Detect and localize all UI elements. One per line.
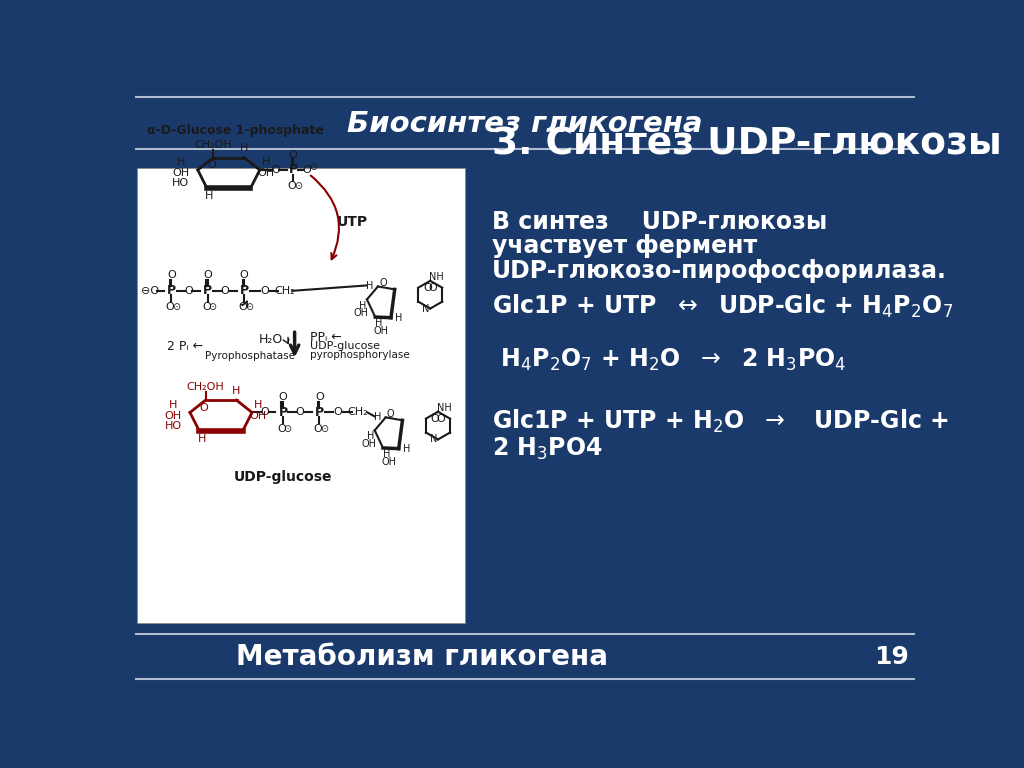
Text: NH: NH xyxy=(437,403,452,413)
Text: OH: OH xyxy=(172,168,189,178)
Text: O: O xyxy=(334,408,342,418)
Text: O: O xyxy=(279,392,288,402)
Text: H: H xyxy=(376,318,383,328)
Text: O: O xyxy=(202,302,211,312)
Text: O: O xyxy=(287,181,296,191)
Text: UDP-glucose: UDP-glucose xyxy=(310,341,380,351)
Text: O: O xyxy=(431,414,439,424)
Text: CH₂OH: CH₂OH xyxy=(186,382,224,392)
Text: O: O xyxy=(220,286,229,296)
Bar xyxy=(137,167,465,624)
Text: O: O xyxy=(271,165,280,175)
Text: N: N xyxy=(430,435,437,445)
Text: P: P xyxy=(314,406,324,419)
Text: α-D-Glucose 1-phosphate: α-D-Glucose 1-phosphate xyxy=(147,124,325,137)
Text: O: O xyxy=(167,270,176,280)
Text: OH: OH xyxy=(382,457,396,467)
Text: O: O xyxy=(315,392,324,402)
Text: UDP-глюкозо-пирофосфорилаза.: UDP-глюкозо-пирофосфорилаза. xyxy=(493,259,947,283)
Text: H: H xyxy=(374,412,382,422)
Text: ⊙: ⊙ xyxy=(284,424,292,434)
Text: P: P xyxy=(203,284,212,297)
Text: ⊙: ⊙ xyxy=(294,181,302,191)
Text: O: O xyxy=(289,150,297,160)
Text: O: O xyxy=(387,409,394,419)
Text: H: H xyxy=(205,191,214,201)
Text: ⊙: ⊙ xyxy=(245,302,253,312)
Text: O: O xyxy=(260,286,268,296)
Text: OH: OH xyxy=(353,308,369,318)
Text: ⊙: ⊙ xyxy=(309,162,317,172)
Text: 3. Синтез UDP-глюкозы: 3. Синтез UDP-глюкозы xyxy=(493,127,1002,163)
Text: ⊙: ⊙ xyxy=(209,302,216,312)
Text: UDP-glucose: UDP-glucose xyxy=(233,470,332,484)
Text: HO: HO xyxy=(172,178,189,188)
Text: PPᵢ ←: PPᵢ ← xyxy=(310,330,342,343)
Text: H: H xyxy=(383,449,390,459)
Text: H: H xyxy=(232,386,241,396)
Text: pyrophosphorylase: pyrophosphorylase xyxy=(310,349,410,359)
Text: O: O xyxy=(240,270,249,280)
Text: O: O xyxy=(423,283,432,293)
Text: H: H xyxy=(176,157,185,167)
Text: O: O xyxy=(184,286,193,296)
Text: HO: HO xyxy=(165,421,181,431)
Text: O: O xyxy=(261,408,269,418)
Text: O: O xyxy=(379,278,387,288)
Text: OH: OH xyxy=(165,411,181,421)
Text: OH: OH xyxy=(361,439,376,449)
Text: ⊙: ⊙ xyxy=(172,302,180,312)
Text: H₂O: H₂O xyxy=(259,333,283,346)
Text: O: O xyxy=(207,161,216,170)
Text: O: O xyxy=(166,302,174,312)
Text: H: H xyxy=(395,313,402,323)
Text: Метаболизм гликогена: Метаболизм гликогена xyxy=(237,644,608,671)
Text: 19: 19 xyxy=(873,645,909,670)
Text: O: O xyxy=(239,302,247,312)
Text: O: O xyxy=(200,403,208,413)
Text: O: O xyxy=(303,165,311,175)
Text: OH: OH xyxy=(257,168,274,178)
Text: UTP: UTP xyxy=(337,214,369,229)
Text: OH: OH xyxy=(250,411,267,421)
Text: Glc1P + UTP + H$_2$O  $\rightarrow$   UDP-Glc +: Glc1P + UTP + H$_2$O $\rightarrow$ UDP-G… xyxy=(493,408,949,435)
Text: Pyrophosphatase: Pyrophosphatase xyxy=(206,351,296,361)
Text: O: O xyxy=(429,283,437,293)
Text: участвует фермент: участвует фермент xyxy=(493,234,758,258)
Text: P: P xyxy=(279,406,288,419)
Text: H: H xyxy=(240,144,249,154)
Text: CH₂OH: CH₂OH xyxy=(195,140,232,150)
Text: P: P xyxy=(289,164,298,177)
Text: Glc1P + UTP  $\leftrightarrow$  UDP-Glc + H$_4$P$_2$O$_7$: Glc1P + UTP $\leftrightarrow$ UDP-Glc + … xyxy=(493,293,953,319)
Text: 2 Pᵢ ←: 2 Pᵢ ← xyxy=(167,339,203,353)
Text: H: H xyxy=(198,434,206,444)
Text: P: P xyxy=(240,284,249,297)
Text: O: O xyxy=(296,408,304,418)
Text: 2 H$_3$PO4: 2 H$_3$PO4 xyxy=(493,435,603,462)
Text: В синтез    UDP-глюкозы: В синтез UDP-глюкозы xyxy=(493,210,827,233)
Text: H: H xyxy=(367,281,374,291)
Text: CH₂: CH₂ xyxy=(348,408,369,418)
Text: H: H xyxy=(402,444,411,454)
Text: H: H xyxy=(254,400,262,410)
Text: NH: NH xyxy=(429,272,443,282)
Text: O: O xyxy=(436,414,445,424)
Text: O: O xyxy=(313,424,323,434)
Text: H: H xyxy=(169,400,177,410)
Text: ⊙: ⊙ xyxy=(321,424,328,434)
Text: H: H xyxy=(262,157,270,167)
Text: OH: OH xyxy=(374,326,389,336)
Text: P: P xyxy=(167,284,176,297)
Text: H: H xyxy=(359,300,367,310)
Text: H$_4$P$_2$O$_7$ + H$_2$O  $\rightarrow$  2 H$_3$PO$_4$: H$_4$P$_2$O$_7$ + H$_2$O $\rightarrow$ 2… xyxy=(493,347,847,373)
Text: O: O xyxy=(278,424,286,434)
Text: ⊖O: ⊖O xyxy=(140,286,159,296)
Text: Биосинтез гликогена: Биосинтез гликогена xyxy=(347,110,702,137)
Text: O: O xyxy=(204,270,212,280)
Text: N: N xyxy=(422,303,429,313)
Text: CH₂: CH₂ xyxy=(274,286,295,296)
Text: H: H xyxy=(368,432,375,442)
